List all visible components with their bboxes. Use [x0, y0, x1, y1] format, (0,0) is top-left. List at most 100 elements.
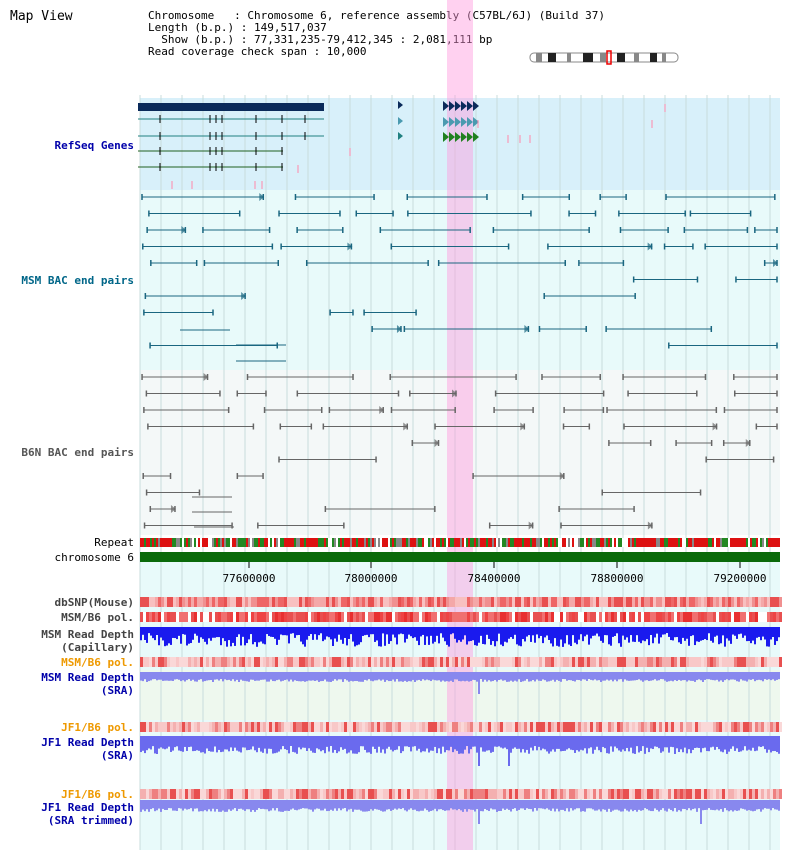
- msm-b6-pol-heat-cell: [365, 612, 368, 622]
- track-label-msm-b6-pol-1[interactable]: MSM/B6 pol.: [61, 611, 134, 624]
- jf1-depth-sra-bar: [162, 736, 164, 749]
- msm-b6-pol-heat-cell: [296, 612, 299, 622]
- msm-depth-cap-bar: [246, 627, 248, 644]
- jf1-depth-sra-bar: [148, 736, 150, 749]
- msm-depth-cap-bar: [370, 627, 372, 635]
- jf1-b6-pol2-heat-cell: [182, 789, 185, 799]
- msm-b6-pol-heat-cell: [167, 612, 170, 622]
- msm-b6-pol-heat-cell: [158, 612, 161, 622]
- msm-b6-pol-heat-cell: [437, 612, 440, 622]
- msm-depth-cap-bar: [700, 627, 702, 641]
- jf1-b6-pol-heat-cell: [512, 722, 515, 732]
- track-label-jf1-b6-pol-1[interactable]: JF1/B6 pol.: [61, 721, 134, 734]
- repeat-segment: [632, 538, 634, 547]
- msm-depth-cap-bar: [582, 627, 584, 642]
- jf1-depth-trim-bar: [310, 800, 312, 810]
- jf1-depth-sra-bar: [542, 736, 544, 749]
- dbsnp-heat-cell: [542, 597, 545, 607]
- msm-depth-cap-bar: [156, 627, 158, 636]
- jf1-depth-sra-bar: [464, 736, 466, 750]
- jf1-depth-trim-bar: [588, 800, 590, 809]
- jf1-b6-pol2-heat-cell: [410, 789, 413, 799]
- jf1-depth-trim-bar: [640, 800, 642, 811]
- repeat-segment: [382, 538, 384, 547]
- msm-depth-sra-bar: [450, 672, 452, 681]
- msm-b6-pol-heat-cell: [431, 612, 434, 622]
- track-label-msm-depth-cap[interactable]: MSM Read Depth (Capillary): [0, 628, 134, 654]
- jf1-b6-pol-heat-cell: [611, 722, 614, 732]
- jf1-depth-sra-bar: [154, 736, 156, 754]
- track-label-repeat[interactable]: Repeat: [94, 536, 134, 549]
- msm-depth-cap-bar: [162, 627, 164, 641]
- repeat-segment: [184, 538, 186, 547]
- repeat-segment: [772, 538, 774, 547]
- jf1-depth-trim-bar: [556, 800, 558, 809]
- repeat-segment: [586, 538, 588, 547]
- repeat-segment: [156, 538, 158, 547]
- track-label-jf1-depth-trim[interactable]: JF1 Read Depth (SRA trimmed): [0, 801, 134, 827]
- msm-b6-pol-heat-cell: [440, 612, 443, 622]
- jf1-depth-trim-bar: [406, 800, 408, 812]
- msm-depth-cap-bar: [574, 627, 576, 643]
- repeat-segment: [670, 538, 672, 547]
- jf1-b6-pol-heat-cell: [383, 722, 386, 732]
- msm-b6-pol2-heat-cell: [224, 657, 227, 667]
- jf1-depth-trim-bar: [472, 800, 474, 810]
- msm-b6-pol2-heat-cell: [431, 657, 434, 667]
- jf1-depth-sra-bar: [656, 736, 658, 747]
- track-label-b6n-bac[interactable]: B6N BAC end pairs: [21, 446, 134, 459]
- jf1-depth-trim-bar: [524, 800, 526, 810]
- jf1-depth-sra-bar: [158, 736, 160, 749]
- repeat-segment: [698, 538, 700, 547]
- jf1-b6-pol2-heat-cell: [158, 789, 161, 799]
- repeat-segment: [496, 538, 498, 547]
- msm-b6-pol2-heat-cell: [716, 657, 719, 667]
- msm-depth-sra-bar: [346, 672, 348, 681]
- track-label-jf1-b6-pol-2[interactable]: JF1/B6 pol.: [61, 788, 134, 801]
- repeat-segment: [732, 538, 734, 547]
- dbsnp-heat-cell: [233, 597, 236, 607]
- repeat-segment: [668, 538, 670, 547]
- msm-depth-cap-bar: [334, 627, 336, 639]
- axis-tick-label: 77600000: [222, 572, 276, 585]
- msm-b6-pol2-heat-cell: [359, 657, 362, 667]
- jf1-depth-trim-bar: [338, 800, 340, 809]
- jf1-b6-pol-heat-cell: [374, 722, 377, 732]
- jf1-b6-pol-heat-cell: [206, 722, 209, 732]
- msm-depth-cap-bar: [590, 627, 592, 639]
- msm-depth-cap-bar: [366, 627, 368, 635]
- refseq-gene-arrow: [398, 117, 403, 125]
- msm-depth-cap-bar: [618, 627, 620, 644]
- jf1-b6-pol-heat-cell: [161, 722, 164, 732]
- dbsnp-heat-cell: [365, 597, 368, 607]
- track-label-msm-depth-sra[interactable]: MSM Read Depth (SRA): [0, 671, 134, 697]
- jf1-depth-trim-bar: [650, 800, 652, 812]
- msm-depth-sra-bar: [280, 672, 282, 682]
- msm-b6-pol2-heat-cell: [662, 657, 665, 667]
- track-label-msm-bac[interactable]: MSM BAC end pairs: [21, 274, 134, 287]
- track-label-chromosome[interactable]: chromosome 6: [54, 551, 134, 564]
- jf1-b6-pol2-heat-cell: [473, 789, 476, 799]
- track-label-msm-b6-pol-2[interactable]: MSM/B6 pol.: [61, 656, 134, 669]
- jf1-b6-pol-heat-cell: [509, 722, 512, 732]
- msm-b6-pol-heat-cell: [362, 612, 365, 622]
- jf1-b6-pol-heat-cell: [173, 722, 176, 732]
- jf1-b6-pol-heat-cell: [677, 722, 680, 732]
- track-label-jf1-depth-sra[interactable]: JF1 Read Depth (SRA): [0, 736, 134, 762]
- dbsnp-heat-cell: [512, 597, 515, 607]
- jf1-b6-pol-heat-cell: [671, 722, 674, 732]
- msm-depth-sra-bar: [230, 672, 232, 681]
- msm-b6-pol-heat-cell: [464, 612, 467, 622]
- jf1-depth-trim-bar: [414, 800, 416, 810]
- msm-depth-cap-bar: [562, 627, 564, 647]
- track-label-refseq-genes[interactable]: RefSeq Genes: [54, 139, 134, 152]
- msm-b6-pol-heat-cell: [623, 612, 626, 622]
- jf1-depth-trim-bar: [356, 800, 358, 810]
- track-label-dbsnp[interactable]: dbSNP(Mouse): [54, 596, 134, 609]
- jf1-b6-pol-heat-cell: [278, 722, 281, 732]
- dbsnp-heat-cell: [230, 597, 233, 607]
- dbsnp-heat-cell: [383, 597, 386, 607]
- msm-depth-sra-bar: [668, 672, 670, 682]
- repeat-segment: [164, 538, 166, 547]
